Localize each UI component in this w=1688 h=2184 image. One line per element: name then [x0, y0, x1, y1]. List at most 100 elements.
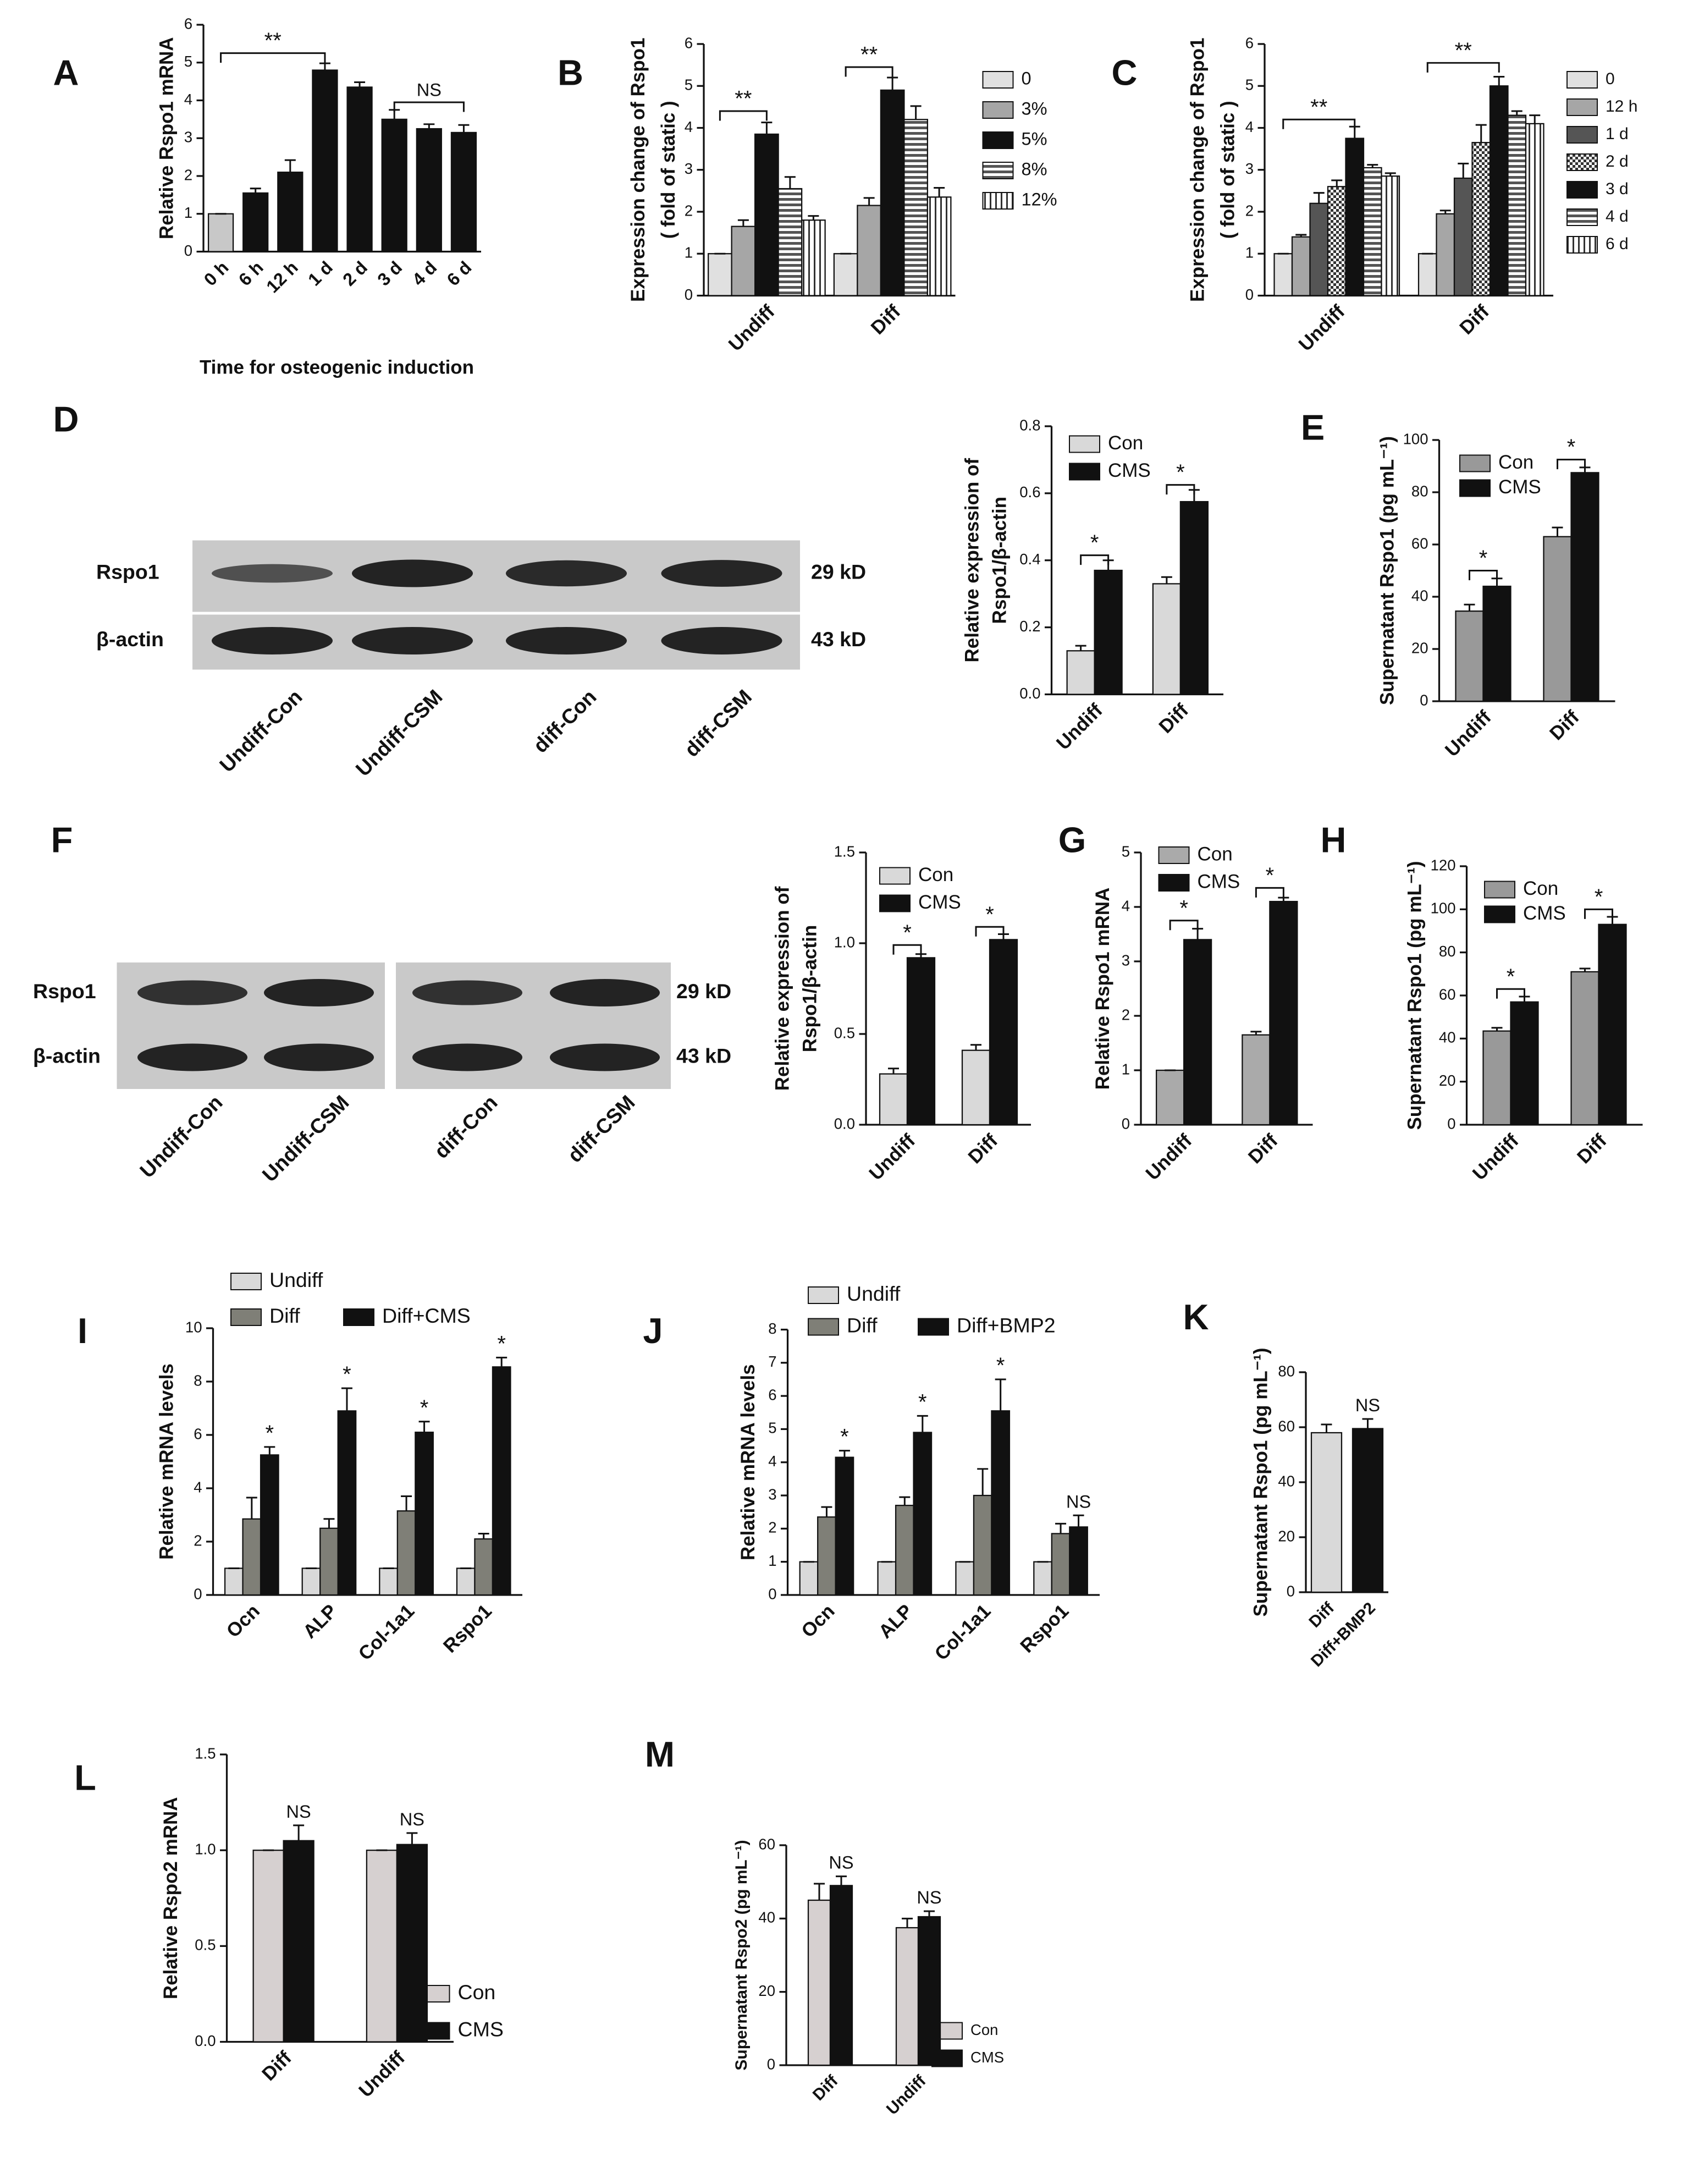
legend-label: Undiff [847, 1282, 901, 1305]
y-tick-label: 40 [1439, 1029, 1456, 1046]
blot-band [506, 560, 627, 587]
error-bar [1493, 75, 1505, 86]
y-tick-label: 2 [184, 166, 192, 183]
x-tick-label: Diff [1155, 700, 1193, 738]
bar [379, 1567, 398, 1596]
legend-label: 0 [1022, 69, 1031, 89]
bar [366, 1850, 398, 2043]
x-tick-label: Diff [1546, 706, 1584, 744]
error-bar [354, 81, 366, 87]
x-tick-label: Diff [258, 2047, 296, 2085]
bar [1155, 1069, 1185, 1126]
y-tick-label: 0.4 [1019, 551, 1040, 568]
bar [396, 1844, 428, 2043]
y-tick-label: 1 [768, 1552, 776, 1569]
bar [973, 1494, 992, 1596]
y-axis-label: Expression change of Rspo1 [1187, 38, 1208, 302]
legend-label: CMS [1498, 476, 1541, 498]
error-bar [250, 188, 261, 193]
y-tick-label: 60 [758, 1835, 775, 1852]
y-tick-label: 60 [1411, 535, 1428, 552]
bar [1525, 123, 1544, 296]
bar [1453, 177, 1473, 296]
legend-swatch [1566, 235, 1598, 254]
blot-lane-label: diff-CSM [563, 1091, 639, 1167]
y-tick-label: 2 [1245, 202, 1254, 219]
legend-label: 3 d [1606, 180, 1629, 198]
error-bar [917, 1415, 928, 1433]
y-tick-label: 20 [758, 1982, 775, 1999]
y-axis-label: Relative expression of [771, 886, 793, 1091]
bar [415, 1432, 434, 1596]
significance-label: ** [264, 29, 282, 53]
y-axis-label: ( fold of static ) [658, 101, 679, 239]
bar [474, 1538, 494, 1596]
blot-band [264, 1043, 374, 1071]
legend-label: Con [1198, 843, 1233, 865]
legend-swatch [982, 101, 1014, 119]
legend-swatch [343, 1308, 375, 1326]
legend-swatch [1566, 98, 1598, 116]
bar [926, 196, 952, 296]
legend-label: Diff+CMS [382, 1304, 471, 1327]
legend-label: 12% [1022, 190, 1057, 210]
bar [242, 1518, 262, 1596]
y-tick-label: 10 [185, 1318, 202, 1335]
legend-swatch [1068, 435, 1100, 453]
significance-label: NS [400, 1809, 424, 1829]
error-bar [418, 1421, 430, 1433]
bar [917, 1916, 941, 2066]
y-axis-label: Supernatant Rspo1 (pg mL⁻¹) [1376, 436, 1398, 705]
significance-label: * [420, 1396, 429, 1420]
error-bar [1475, 124, 1487, 143]
bar [1094, 569, 1123, 695]
y-tick-label: 4 [194, 1478, 202, 1495]
x-tick-label: Undiff [1141, 1130, 1196, 1184]
blot-band [550, 1043, 660, 1071]
error-bar [1055, 1522, 1067, 1534]
y-tick-label: 0 [685, 286, 693, 303]
bar [381, 118, 407, 252]
y-tick-label: 2 [685, 202, 693, 219]
legend-label: CMS [1108, 460, 1151, 481]
y-axis-label: ( fold of static ) [1217, 101, 1238, 239]
error-bar [284, 159, 296, 173]
legend-swatch [230, 1272, 262, 1290]
blot-band [412, 980, 522, 1005]
y-tick-label: 0 [1122, 1115, 1130, 1132]
significance-bracket [1584, 908, 1613, 919]
bar [1273, 253, 1293, 296]
legend-swatch [1566, 153, 1598, 171]
y-tick-label: 3 [184, 129, 192, 146]
y-axis-label: Relative Rspo1 mRNA [156, 37, 177, 239]
error-bar [910, 105, 922, 120]
y-tick-label: 6 [194, 1425, 202, 1442]
error-bar [1362, 1418, 1373, 1429]
significance-label: NS [286, 1802, 311, 1822]
error-bar [1278, 896, 1289, 902]
error-bar [423, 123, 435, 129]
error-bar [761, 122, 773, 134]
legend-label: Con [458, 1981, 496, 2004]
significance-bracket [719, 110, 768, 121]
significance-bracket [1556, 459, 1586, 470]
y-tick-label: 1 [184, 204, 192, 221]
y-tick-label: 1 [1245, 244, 1254, 261]
legend-swatch [1566, 70, 1598, 89]
error-bar [836, 1875, 847, 1886]
y-tick-label: 4 [184, 91, 192, 108]
panel-letter: L [74, 1758, 96, 1798]
y-tick-label: 20 [1411, 639, 1428, 656]
y-axis-label: Rspo1/β-actin [799, 925, 820, 1052]
bar [991, 1410, 1011, 1596]
legend-label: Diff+BMP2 [957, 1313, 1056, 1336]
error-bar [264, 1446, 275, 1455]
x-tick-label: Diff [809, 2072, 842, 2104]
bar [1507, 114, 1527, 296]
error-bar [406, 1832, 418, 1845]
significance-label: ** [735, 87, 752, 111]
x-tick-label: 4 d [409, 257, 441, 290]
x-tick-label: Undiff [725, 301, 779, 355]
legend-swatch [808, 1286, 840, 1304]
y-tick-label: 0 [194, 1585, 202, 1602]
